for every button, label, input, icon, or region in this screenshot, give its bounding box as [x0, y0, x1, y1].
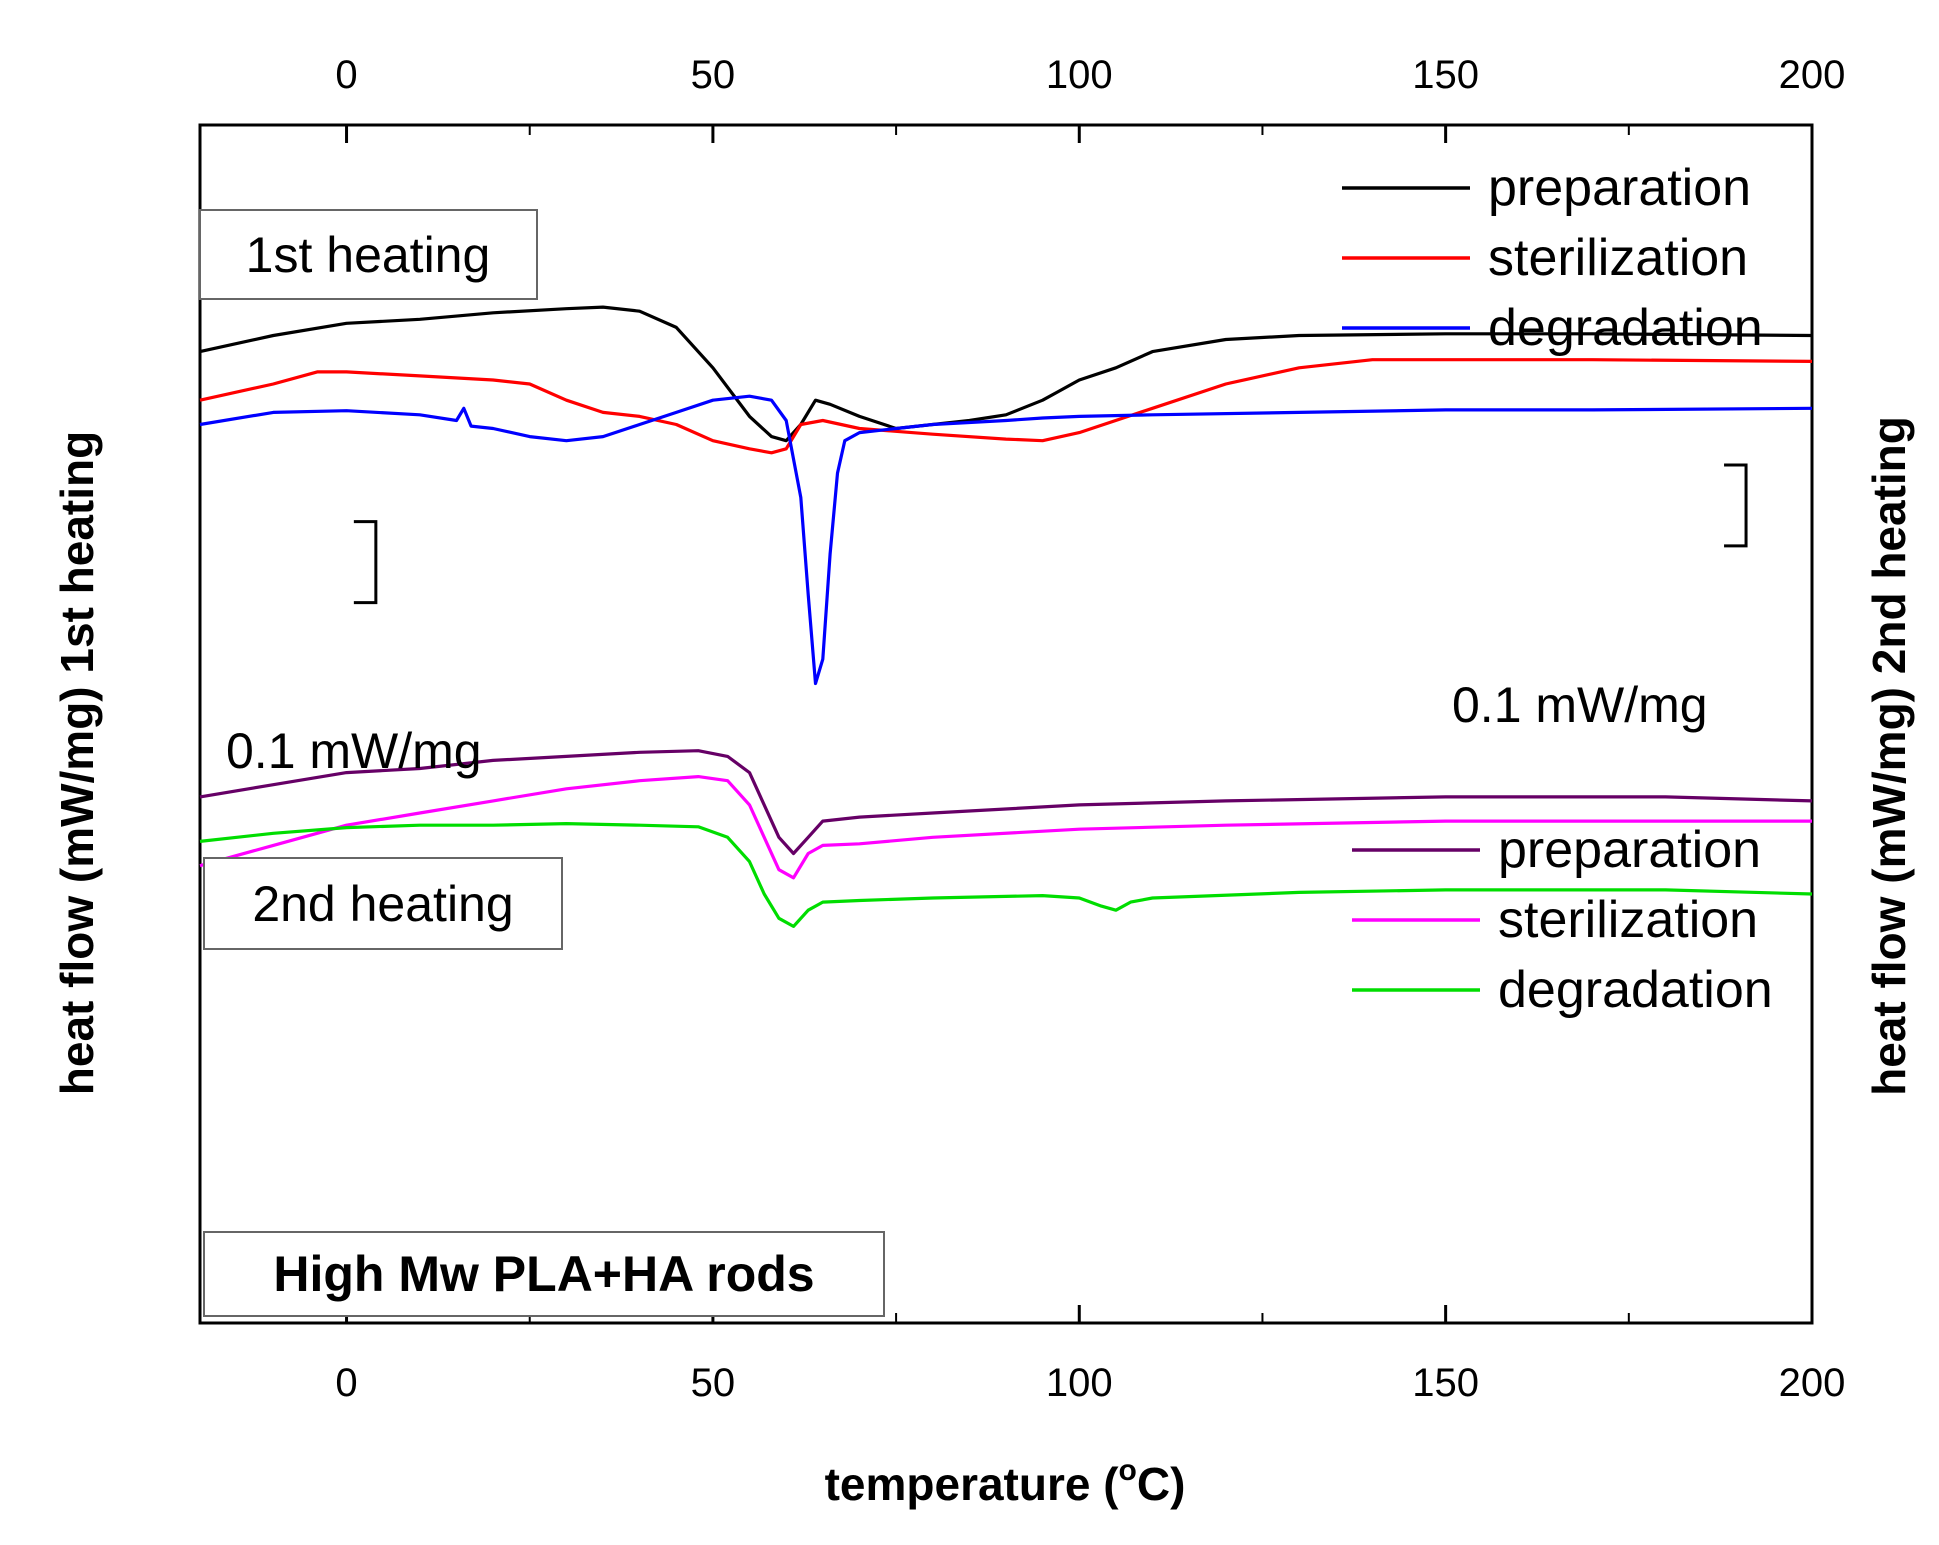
scale-bar-right-label: 0.1 mW/mg: [1452, 677, 1708, 733]
x-axis-label: temperature (oC): [825, 1454, 1186, 1510]
scale-bar-right-bracket: [1724, 463, 1748, 548]
second-heating-box: [203, 857, 563, 950]
x-tick-label-top: 0: [335, 53, 357, 97]
x-tick-label-bottom: 50: [691, 1361, 736, 1405]
first-heating-box: [199, 209, 538, 300]
x-tick-label-bottom: 100: [1046, 1361, 1113, 1405]
scale-bar-left-bracket: [353, 520, 378, 605]
axis-ticks: [345, 125, 1814, 1323]
sample-label: High Mw PLA+HA rods: [273, 1246, 814, 1302]
x-tick-label-top: 100: [1046, 53, 1113, 97]
x-axis-label-sup: o: [1119, 1454, 1137, 1487]
legend-label-sterilization: sterilization: [1488, 229, 1748, 287]
bottom-tick-labels: 0 50 100 150 200: [335, 1361, 1845, 1405]
sample-box: [203, 1231, 885, 1317]
sterilization-first-heating-line: [199, 358, 1813, 455]
sterilization-second-heating-line: [199, 775, 1812, 880]
y-axis-label-left: heat flow (mW/mg) 1st heating: [51, 431, 103, 1095]
top-tick-labels: 0 50 100 150 200: [335, 53, 1845, 97]
preparation-first-heating-line: [199, 305, 1813, 443]
legend-second-heating: preparation sterilization degradation: [1352, 821, 1773, 1019]
legend-label-sterilization: sterilization: [1498, 891, 1758, 949]
scale-bar-right: 0.1 mW/mg: [1452, 463, 1748, 733]
legend-label-preparation: preparation: [1488, 159, 1751, 217]
x-tick-label-top: 150: [1412, 53, 1479, 97]
x-tick-label-bottom: 150: [1412, 1361, 1479, 1405]
x-axis-label-end: C): [1137, 1458, 1186, 1510]
legend-label-preparation: preparation: [1498, 821, 1761, 879]
legend-label-degradation: degradation: [1498, 961, 1773, 1019]
x-tick-label-bottom: 200: [1779, 1361, 1846, 1405]
x-tick-label-bottom: 0: [335, 1361, 357, 1405]
first-heating-label: 1st heating: [246, 227, 491, 283]
legend-first-heating: preparation sterilization degradation: [1342, 159, 1763, 357]
x-tick-label-top: 50: [691, 53, 736, 97]
second-heating-label: 2nd heating: [252, 876, 513, 932]
scale-bar-left-label: 0.1 mW/mg: [226, 723, 482, 779]
degradation-first-heating-line: [199, 394, 1813, 686]
legend-label-degradation: degradation: [1488, 299, 1763, 357]
series-lines: [199, 305, 1813, 928]
degradation-second-heating-line: [199, 822, 1813, 928]
x-axis-label-main: temperature (: [825, 1458, 1120, 1510]
plot-frame: [198, 123, 1814, 1325]
preparation-second-heating-line: [199, 749, 1813, 856]
scale-bar-left: 0.1 mW/mg: [226, 520, 482, 779]
y-axis-label-right: heat flow (mW/mg) 2nd heating: [1863, 416, 1915, 1096]
x-tick-label-top: 200: [1779, 53, 1846, 97]
